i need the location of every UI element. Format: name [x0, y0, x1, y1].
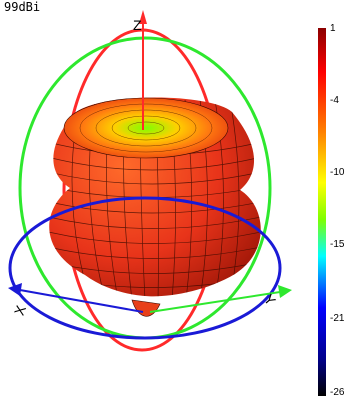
z-axis-arrow-icon: [139, 10, 147, 24]
colorbar-tick-3: -10: [330, 167, 345, 178]
xy-plane-circle: [8, 196, 282, 340]
x-axis-label: X: [11, 303, 29, 318]
colorbar-tick-2: -4: [330, 95, 339, 106]
x-axis: [19, 289, 144, 313]
colorbar-tick-4: -15: [330, 239, 345, 250]
colorbar-tick-5: -21: [330, 313, 345, 324]
y-axis: [149, 291, 281, 313]
z-axis-label: Z: [133, 17, 142, 33]
colorbar-tick-6: -26: [330, 387, 345, 398]
colorbar-tick-1: 1: [330, 23, 336, 34]
x-axis-arrow-icon: [8, 283, 22, 296]
y-axis-arrow-icon: [278, 285, 292, 298]
colorbar: [318, 28, 326, 396]
gain-title: 99dBi: [4, 0, 41, 14]
